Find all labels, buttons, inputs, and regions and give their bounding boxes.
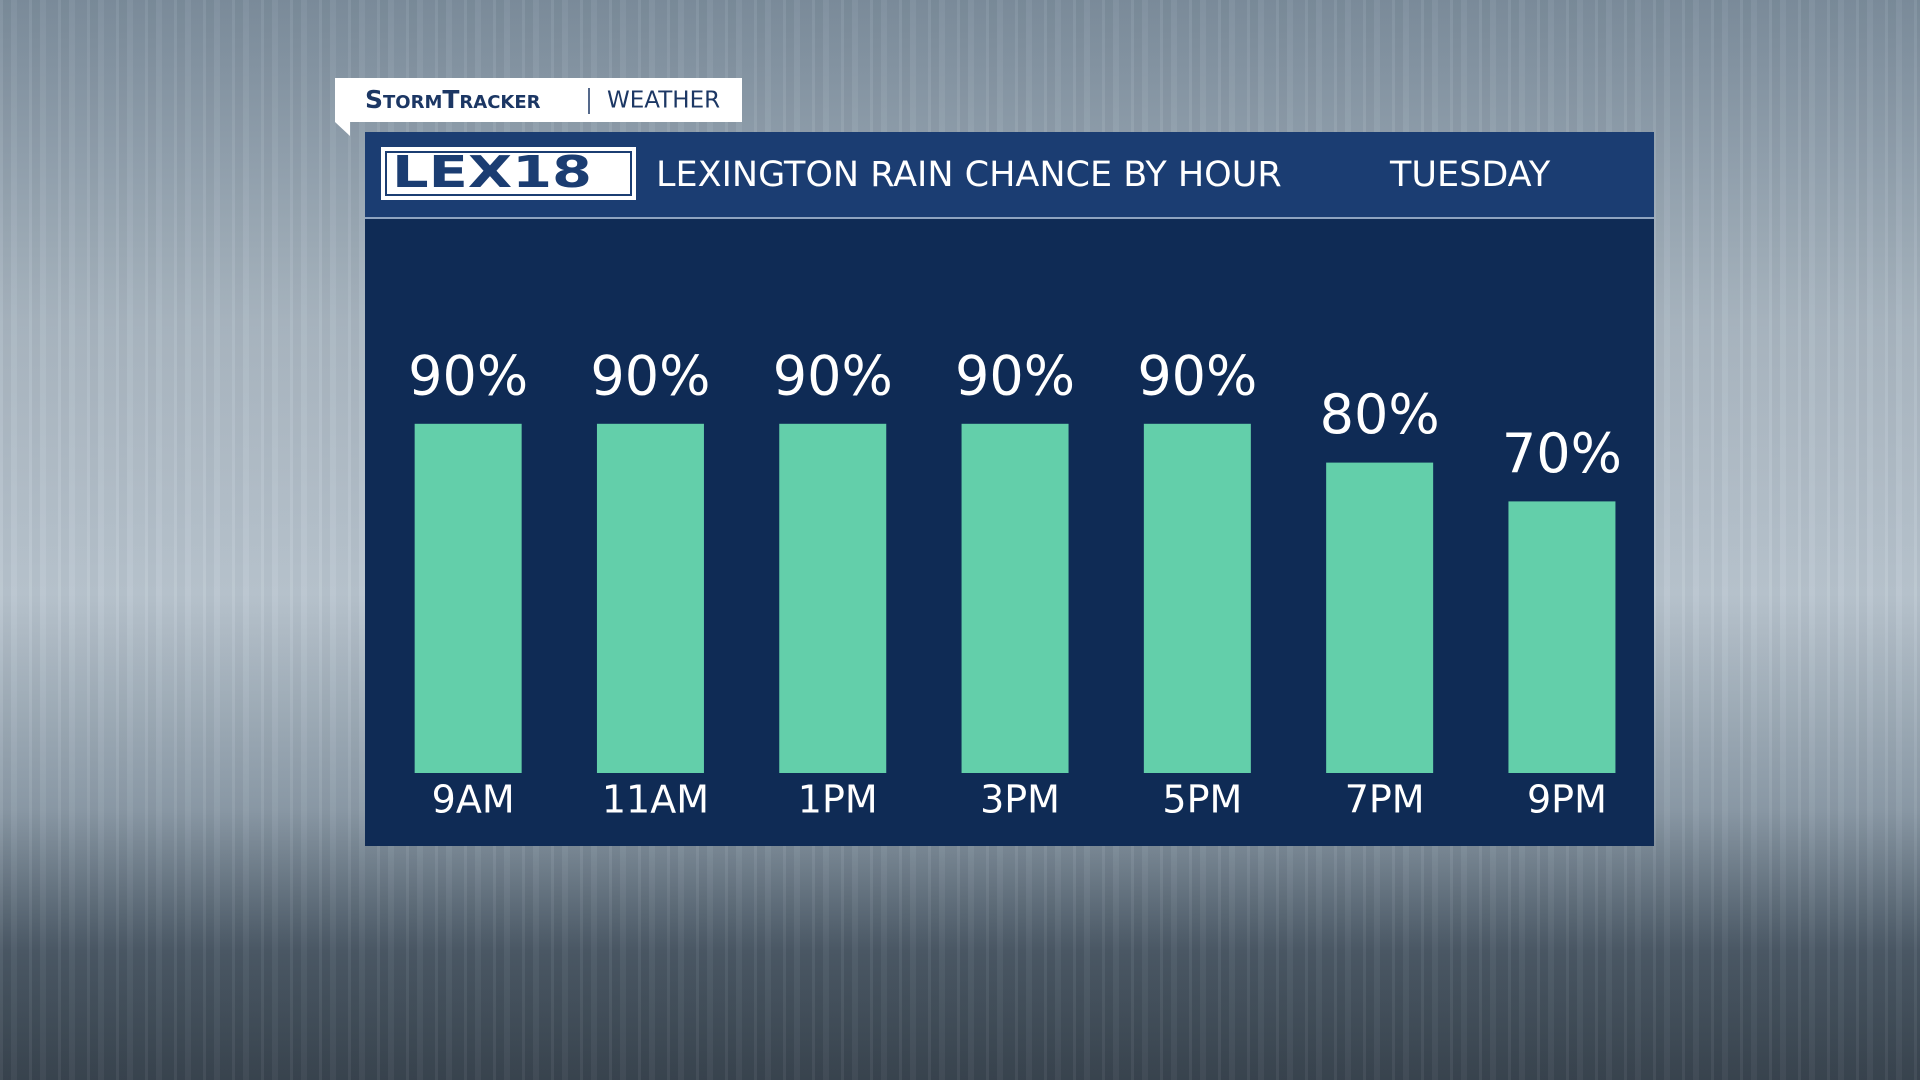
value-label: 90% [1137,344,1257,407]
logo-frame [385,151,632,196]
bar [1326,462,1434,773]
value-label: 90% [955,344,1075,407]
bar [1508,501,1616,773]
x-tick-label: 7PM [1345,778,1425,822]
value-label: 90% [408,344,528,407]
bar [779,423,887,773]
logo: LEX18 [392,147,592,198]
chart-title: LEXINGTON RAIN CHANCE BY HOUR [656,155,1282,195]
x-tick-label: 11AM [602,778,709,822]
bar [1143,423,1251,773]
x-tick-label: 9PM [1527,778,1607,822]
brand-tab [335,78,742,136]
value-label: 80% [1320,383,1440,446]
chart-subtitle: TUESDAY [1389,155,1551,195]
bar [961,423,1069,773]
bar [596,423,704,773]
logo-box [381,147,636,200]
x-tick-label: 1PM [798,778,878,822]
value-label: 70% [1502,422,1622,485]
x-tick-label: 5PM [1162,778,1242,822]
x-tick-label: 3PM [980,778,1060,822]
brand: StormTracker [365,85,541,114]
value-label: 90% [590,344,710,407]
section: WEATHER [607,88,720,114]
value-label: 90% [773,344,893,407]
x-tick-label: 9AM [432,778,515,822]
bar [414,423,522,773]
